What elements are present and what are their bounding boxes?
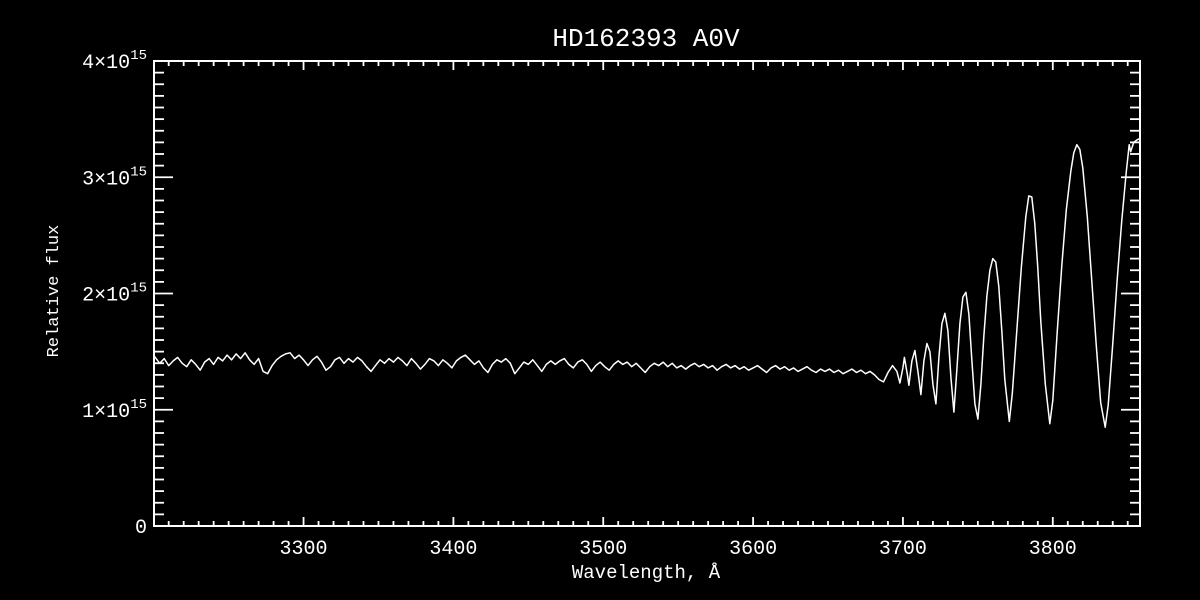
- x-tick-label: 3300: [280, 538, 328, 561]
- y-axis-label: Relative flux: [45, 225, 64, 358]
- x-tick-label: 3800: [1029, 538, 1077, 561]
- y-tick-label: 4×1015: [82, 48, 147, 75]
- y-tick-label: 0: [135, 517, 147, 540]
- series-spectrum-flux: [153, 138, 1140, 428]
- y-tick-label: 1×1015: [82, 397, 147, 424]
- y-tick-label: 3×1015: [82, 164, 147, 191]
- x-tick-label: 3400: [429, 538, 477, 561]
- chart-title: HD162393 A0V: [552, 24, 740, 54]
- x-tick-label: 3600: [729, 538, 777, 561]
- x-tick-label: 3700: [879, 538, 927, 561]
- y-tick-label: 2×1015: [82, 281, 147, 308]
- axis-ticks: [154, 61, 1140, 526]
- plot-frame: [153, 60, 1141, 527]
- x-axis-label: Wavelength, Å: [572, 562, 721, 584]
- x-tick-label: 3500: [579, 538, 627, 561]
- spectrum-trace: [153, 138, 1140, 428]
- axis-tick-labels: 3300 3400 3500 3600 3700 3800 0 1×1015 2×1015 3×1…: [82, 48, 1077, 561]
